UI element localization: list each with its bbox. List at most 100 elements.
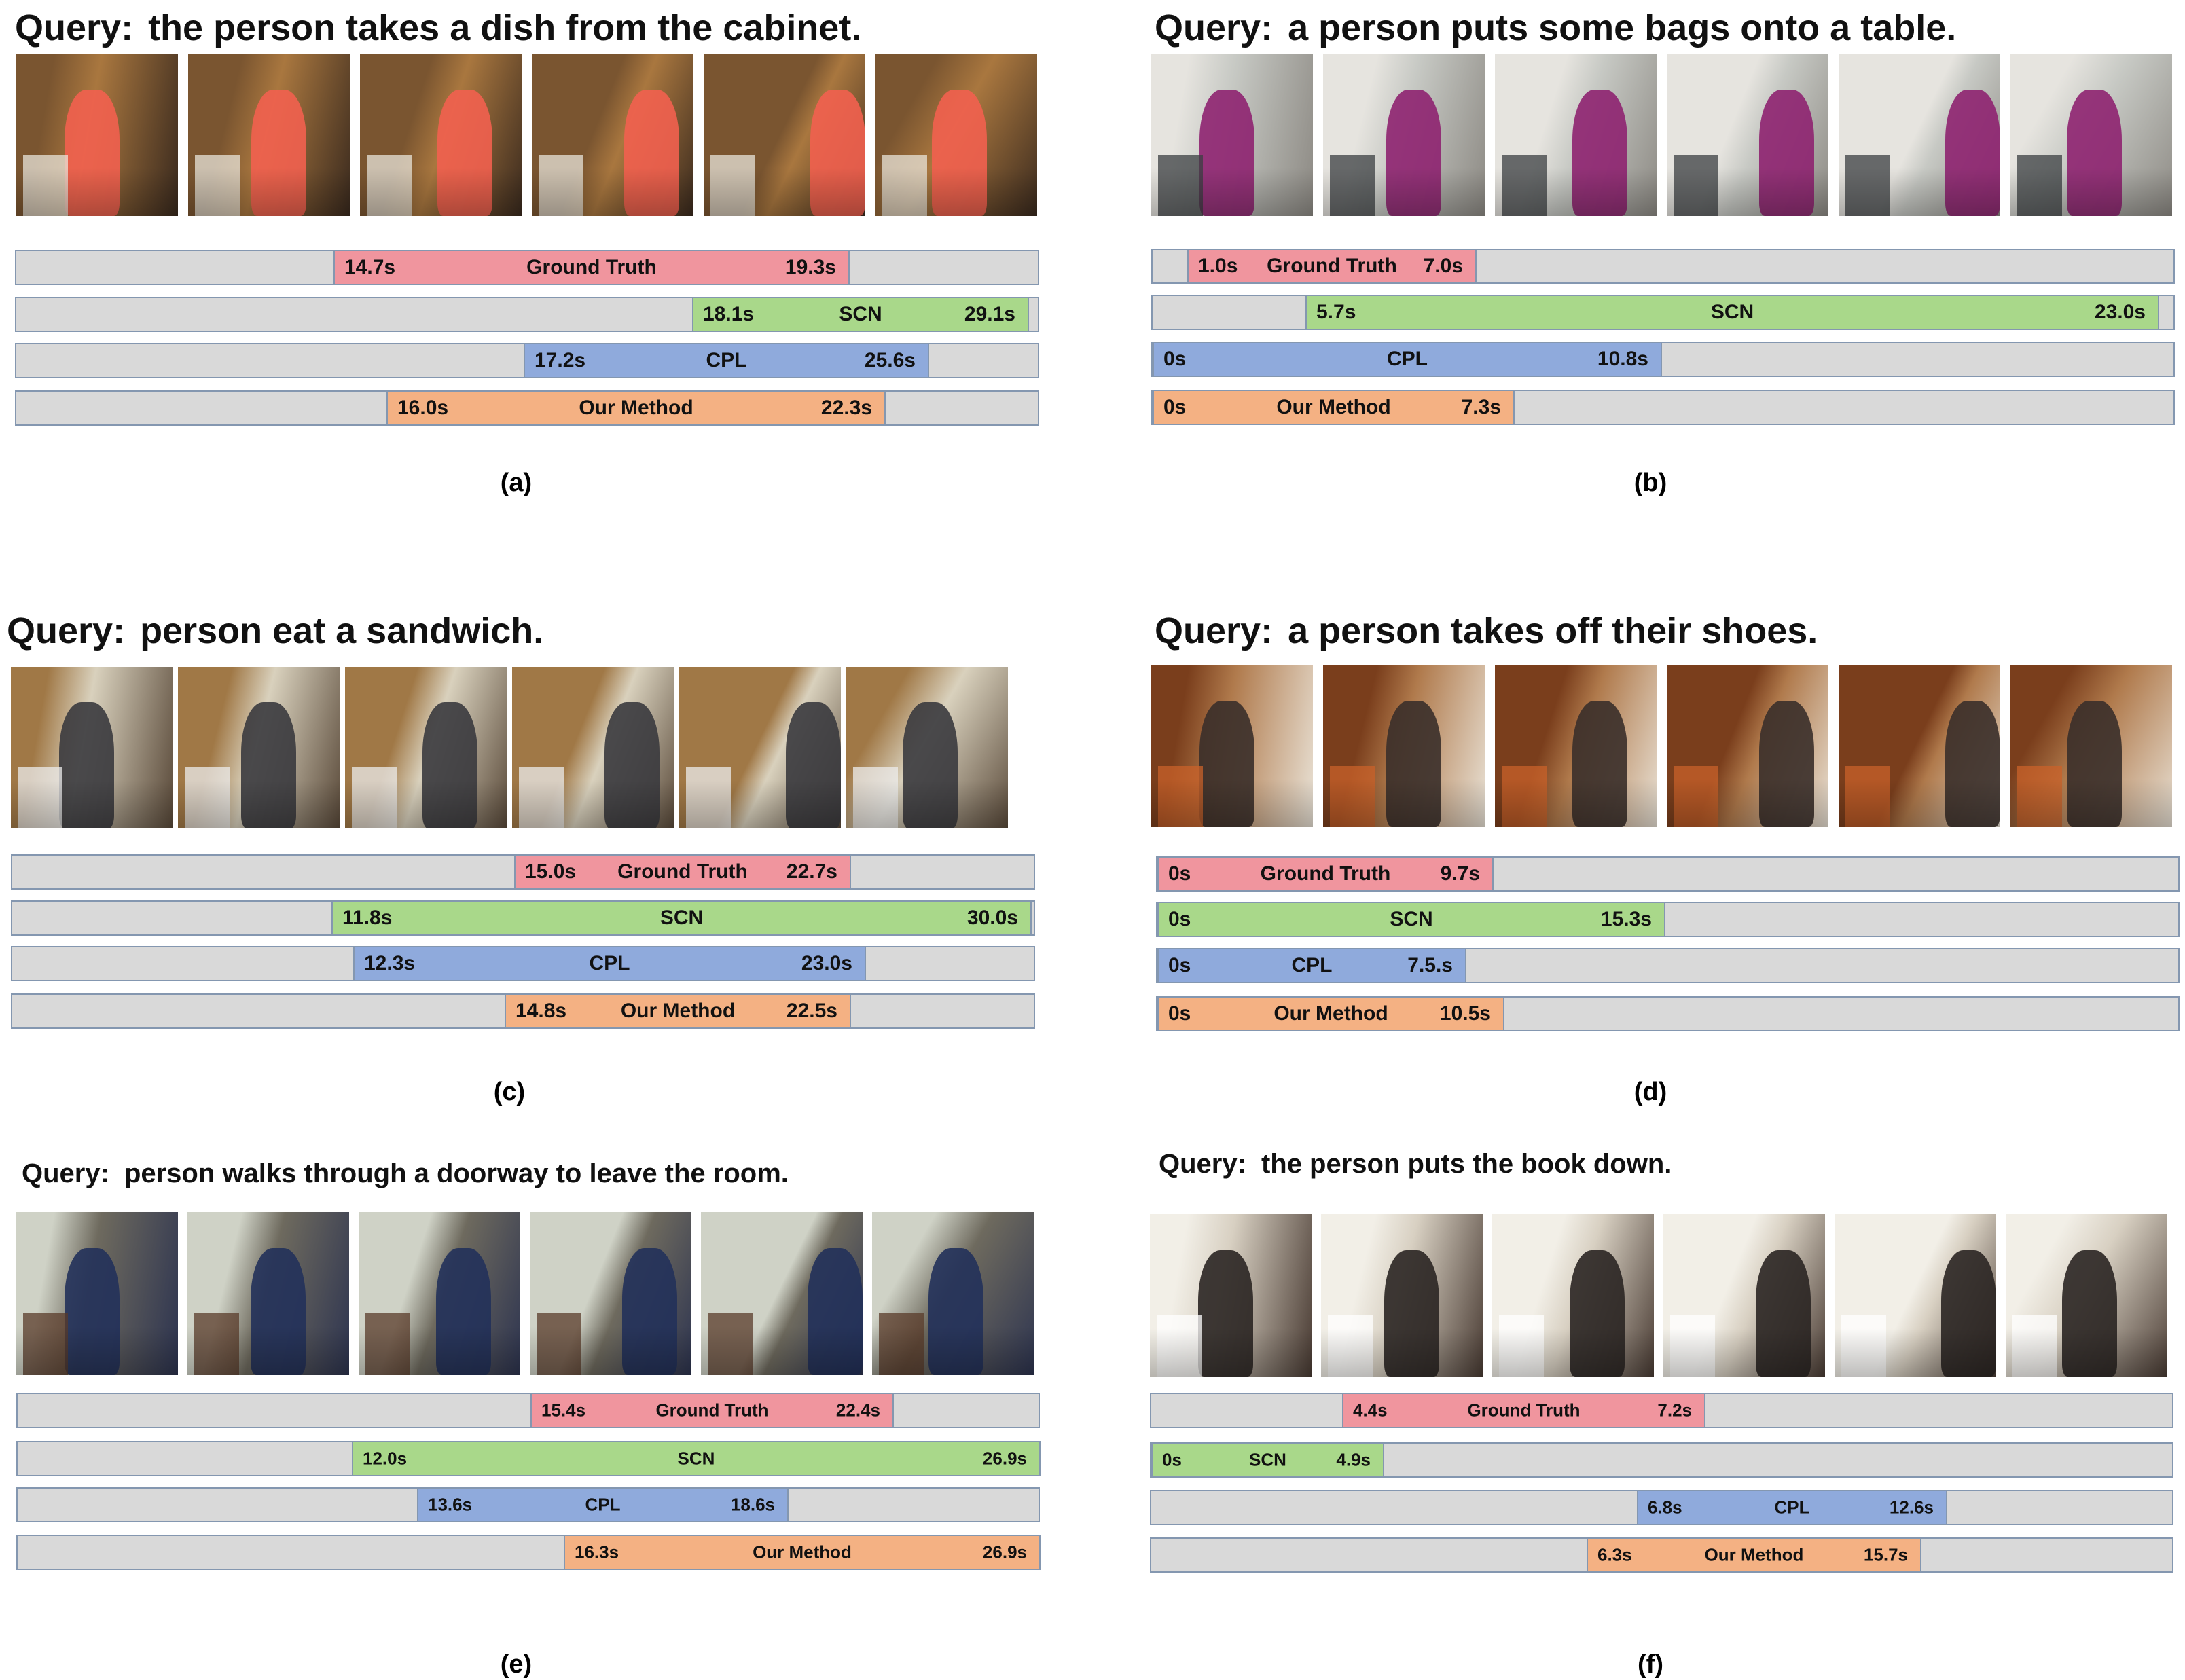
timeline-track-our-method: 0s Our Method 7.3s <box>1151 390 2175 425</box>
query-text: person eat a sandwich. <box>140 610 544 651</box>
method-label: Ground Truth <box>1267 255 1397 277</box>
timeline-track-scn: 0s SCN 15.3s <box>1156 902 2180 937</box>
scene-object <box>1673 154 1719 216</box>
scene-object <box>1501 765 1547 827</box>
end-time-label: 25.6s <box>864 349 916 371</box>
segment-ground-truth: 15.0s Ground Truth 22.7s <box>514 854 851 890</box>
timeline-track-ground-truth: 14.7s Ground Truth 19.3s <box>15 250 1039 285</box>
scene-object <box>1841 1315 1887 1377</box>
end-time-label: 22.5s <box>786 1000 837 1022</box>
video-frame <box>1667 54 1828 216</box>
method-label: Our Method <box>620 1000 736 1022</box>
start-time-label: 1.0s <box>1198 255 1238 277</box>
segment-cpl: 17.2s CPL 25.6s <box>524 343 929 378</box>
person-silhouette <box>1384 1249 1439 1377</box>
person-silhouette <box>1941 1249 1996 1377</box>
panel-caption: (f) <box>1638 1650 1663 1679</box>
scene-object <box>1329 765 1375 827</box>
method-label: SCN <box>839 303 882 325</box>
scene-object <box>707 1313 753 1375</box>
video-frame <box>1151 54 1313 216</box>
segment-ground-truth: 4.4s Ground Truth 7.2s <box>1342 1393 1705 1428</box>
timeline-track-our-method: 0s Our Method 10.5s <box>1156 996 2180 1031</box>
end-time-label: 9.7s <box>1440 862 1480 885</box>
scene-object <box>1845 154 1891 216</box>
start-time-label: 0s <box>1162 1449 1182 1470</box>
end-time-label: 23.0s <box>2094 301 2146 323</box>
person-silhouette <box>251 90 306 216</box>
method-label: Our Method <box>1704 1544 1804 1565</box>
segment-our-method: 16.0s Our Method 22.3s <box>386 390 886 426</box>
video-frame <box>1839 665 2000 827</box>
scene-object <box>710 154 756 216</box>
segment-our-method: 0s Our Method 7.3s <box>1153 390 1515 425</box>
person-silhouette <box>932 90 988 216</box>
query-line: Query: a person takes off their shoes. <box>1155 610 1818 652</box>
timeline-track-scn: 18.1s SCN 29.1s <box>15 297 1039 332</box>
segment-cpl: 13.6s CPL 18.6s <box>417 1487 789 1522</box>
query-line: Query: person eat a sandwich. <box>7 610 543 652</box>
start-time-label: 0s <box>1168 954 1191 976</box>
timeline-track-our-method: 14.8s Our Method 22.5s <box>11 993 1035 1029</box>
start-time-label: 4.4s <box>1353 1400 1388 1421</box>
end-time-label: 15.3s <box>1600 908 1652 930</box>
person-silhouette <box>786 702 841 828</box>
video-frame <box>188 54 350 216</box>
scene-object <box>518 767 564 828</box>
end-time-label: 10.5s <box>1439 1002 1491 1025</box>
scene-object <box>2012 1315 2058 1377</box>
end-time-label: 7.3s <box>1461 396 1501 418</box>
scene-object <box>1329 154 1375 216</box>
timeline-track-ground-truth: 15.0s Ground Truth 22.7s <box>11 854 1035 890</box>
end-time-label: 7.5.s <box>1407 954 1453 976</box>
method-label: Ground Truth <box>617 860 748 883</box>
person-silhouette <box>59 702 115 828</box>
person-silhouette <box>1758 90 1814 216</box>
person-silhouette <box>1386 701 1441 827</box>
scene-object <box>1498 1315 1545 1377</box>
scene-object <box>1156 1315 1202 1377</box>
end-time-label: 4.9s <box>1336 1449 1371 1470</box>
person-silhouette <box>1755 1249 1811 1377</box>
query-label: Query: <box>15 7 134 48</box>
scene-object <box>878 1313 924 1375</box>
segment-ground-truth: 1.0s Ground Truth 7.0s <box>1187 249 1477 284</box>
video-frame <box>360 54 522 216</box>
person-silhouette <box>422 702 478 828</box>
video-frame <box>679 667 841 828</box>
video-frame <box>1323 54 1485 216</box>
end-time-label: 19.3s <box>784 256 836 278</box>
query-text: a person takes off their shoes. <box>1288 610 1818 651</box>
start-time-label: 14.7s <box>344 256 396 278</box>
segment-ground-truth: 15.4s Ground Truth 22.4s <box>530 1393 894 1428</box>
panel-caption: (a) <box>500 469 532 497</box>
start-time-label: 0s <box>1168 1002 1191 1025</box>
end-time-label: 7.0s <box>1423 255 1463 277</box>
method-label: CPL <box>1387 348 1428 370</box>
video-frame <box>1663 1214 1825 1377</box>
person-silhouette <box>436 1247 492 1375</box>
query-text: the person puts the book down. <box>1261 1149 1672 1179</box>
end-time-label: 23.0s <box>801 952 852 974</box>
start-time-label: 16.3s <box>575 1541 619 1563</box>
scene-object <box>17 767 63 828</box>
person-silhouette <box>810 90 865 216</box>
scene-object <box>538 154 584 216</box>
video-frame <box>530 1212 691 1375</box>
scene-object <box>1327 1315 1373 1377</box>
segment-cpl: 12.3s CPL 23.0s <box>353 946 866 981</box>
method-label: SCN <box>1390 908 1433 930</box>
person-silhouette <box>1572 701 1628 827</box>
start-time-label: 17.2s <box>535 349 586 371</box>
video-frame <box>187 1212 349 1375</box>
segment-scn: 12.0s SCN 26.9s <box>352 1441 1041 1476</box>
scene-object <box>882 154 928 216</box>
method-label: CPL <box>589 952 630 974</box>
video-frame <box>359 1212 520 1375</box>
person-silhouette <box>250 1247 306 1375</box>
query-label: Query: <box>1159 1149 1246 1179</box>
method-label: CPL <box>1291 954 1333 976</box>
timeline-track-our-method: 16.0s Our Method 22.3s <box>15 390 1039 426</box>
method-label: Our Method <box>1276 396 1391 418</box>
segment-our-method: 0s Our Method 10.5s <box>1157 996 1504 1031</box>
